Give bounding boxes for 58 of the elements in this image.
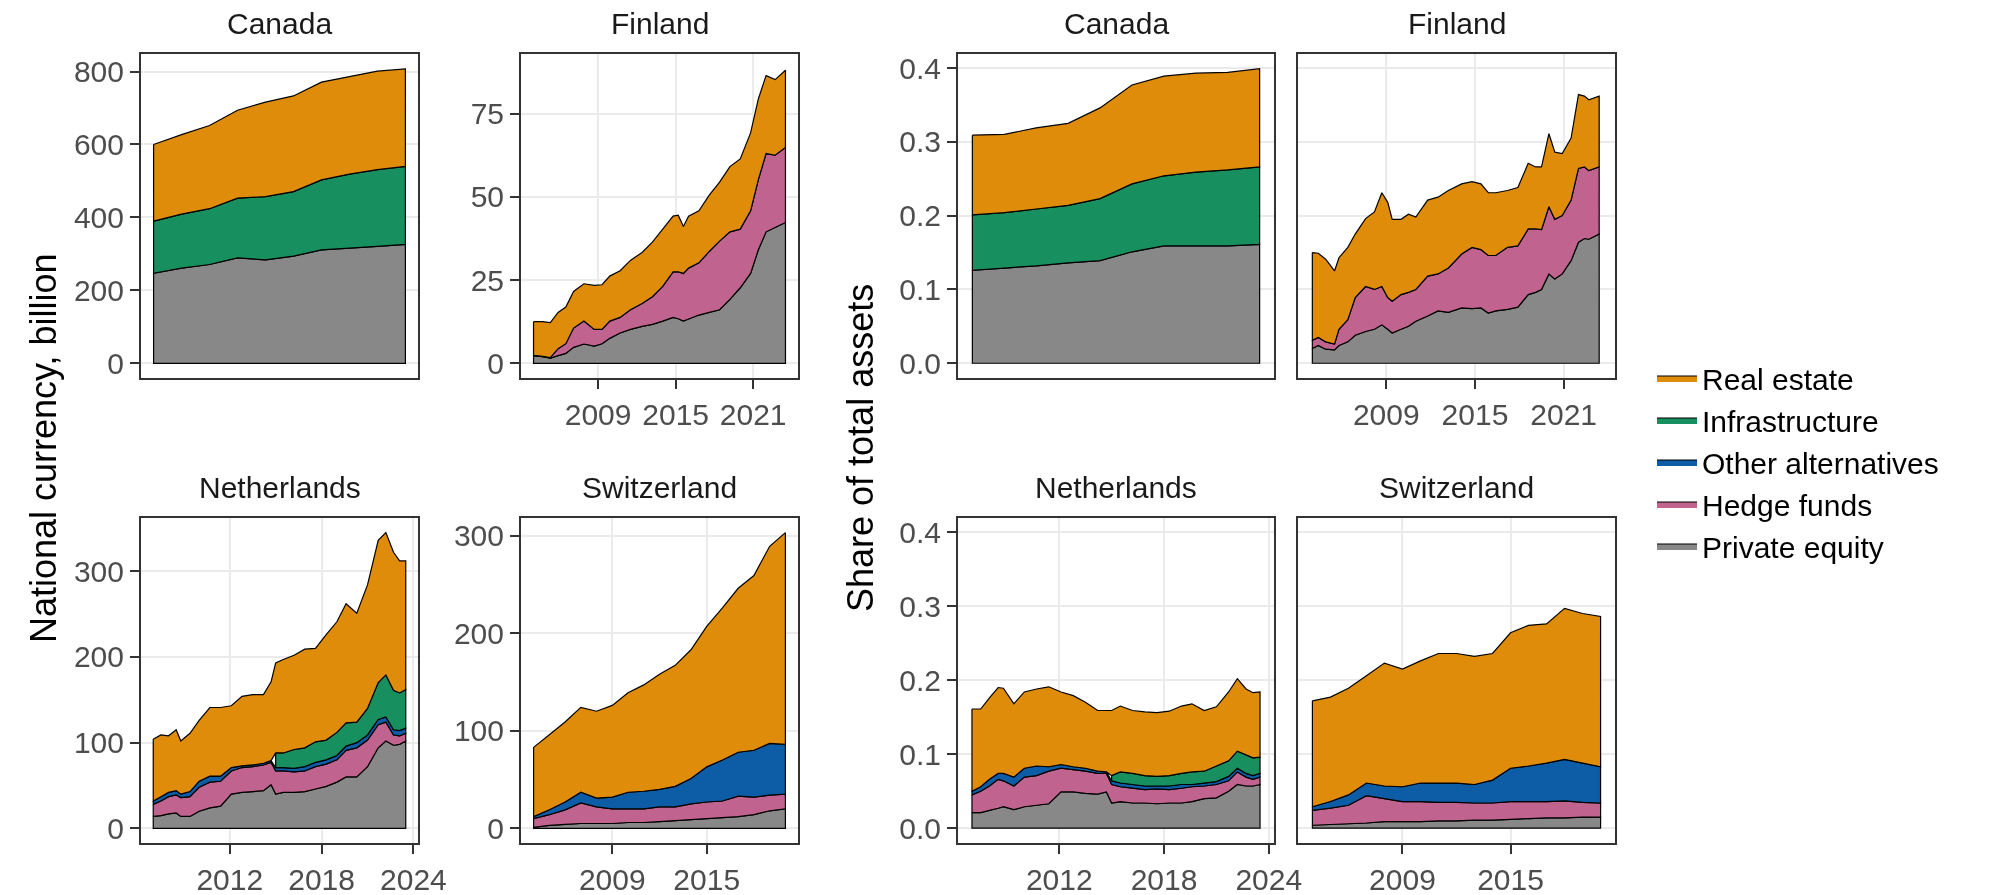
x-tick-label: 2021: [1530, 398, 1598, 431]
y-axis-title: Share of total assets: [840, 283, 881, 612]
x-tick-label: 2015: [642, 398, 710, 431]
y-tick-label: 100: [453, 714, 504, 748]
chart-title: Finland: [1408, 7, 1507, 40]
y-tick-label: 0.0: [899, 346, 941, 380]
chart-title: Canada: [1064, 7, 1170, 40]
chart-title: Netherlands: [199, 471, 361, 504]
x-tick-label: 2015: [673, 863, 741, 895]
y-tick-label: 0.4: [899, 515, 941, 549]
x-tick-label: 2024: [380, 863, 447, 895]
chart-title: Finland: [611, 7, 710, 40]
legend-label: Real estate: [1702, 362, 1854, 396]
y-tick-label: 0.1: [899, 272, 941, 306]
legend-label: Other alternatives: [1702, 446, 1939, 480]
y-tick-label: 0.3: [899, 589, 941, 623]
chart-title: Switzerland: [1379, 471, 1535, 504]
y-tick-label: 0: [107, 811, 124, 845]
y-tick-label: 75: [470, 97, 504, 131]
x-tick-label: 2009: [1369, 863, 1436, 895]
x-tick-label: 2015: [1441, 398, 1509, 431]
y-tick-label: 100: [73, 726, 124, 760]
y-tick-label: 300: [453, 519, 504, 553]
y-tick-label: 200: [73, 640, 124, 674]
x-tick-label: 2012: [1025, 863, 1093, 895]
y-tick-label: 600: [73, 127, 124, 161]
y-tick-label: 0.0: [899, 811, 941, 845]
x-tick-label: 2018: [288, 863, 355, 895]
y-tick-label: 0: [107, 346, 124, 380]
y-tick-label: 200: [453, 616, 504, 650]
legend-label: Hedge funds: [1702, 488, 1873, 522]
x-tick-label: 2015: [1477, 863, 1544, 895]
x-tick-label: 2009: [564, 398, 632, 431]
y-tick-label: 50: [470, 180, 504, 214]
chart-title: Canada: [227, 7, 333, 40]
y-tick-label: 0.1: [899, 737, 941, 771]
chart-title: Netherlands: [1035, 471, 1197, 504]
y-tick-label: 0.4: [899, 51, 941, 85]
x-tick-label: 2009: [578, 863, 646, 895]
y-tick-label: 0.2: [899, 199, 941, 233]
y-tick-label: 0.2: [899, 663, 941, 697]
chart-title: Switzerland: [582, 471, 738, 504]
x-tick-label: 2009: [1352, 398, 1420, 431]
legend-label: Infrastructure: [1702, 404, 1879, 438]
x-tick-label: 2012: [196, 863, 264, 895]
y-axis-title: National currency, billion: [23, 253, 64, 643]
y-tick-label: 200: [73, 273, 124, 307]
x-tick-label: 2021: [719, 398, 787, 431]
y-tick-label: 25: [470, 263, 504, 297]
x-tick-label: 2018: [1130, 863, 1198, 895]
y-tick-label: 300: [73, 554, 124, 588]
x-tick-label: 2024: [1235, 863, 1303, 895]
y-tick-label: 800: [73, 55, 124, 89]
legend-label: Private equity: [1702, 530, 1884, 564]
y-tick-label: 0.3: [899, 125, 941, 159]
y-tick-label: 0: [487, 811, 504, 845]
y-tick-label: 400: [73, 200, 124, 234]
y-tick-label: 0: [487, 346, 504, 380]
